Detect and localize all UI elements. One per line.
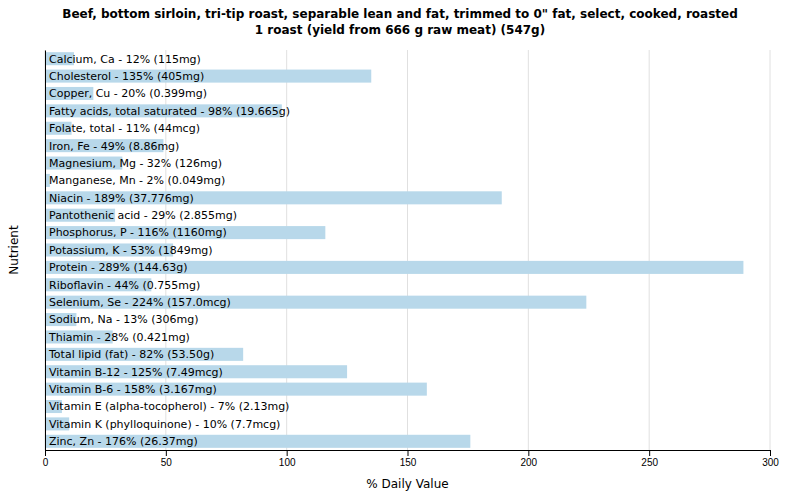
category-label: Vitamin B-6 - 158% (3.167mg): [49, 383, 217, 396]
x-tick: 200: [520, 450, 537, 468]
category-label: Magnesium, Mg - 32% (126mg): [49, 157, 222, 170]
x-tick-label: 200: [520, 457, 537, 468]
grid-line: [649, 50, 650, 450]
y-axis: [45, 51, 46, 451]
y-axis-title: Nutrient: [7, 225, 21, 275]
plot: Calcium, Ca - 12% (115mg) Cholesterol - 1…: [43, 50, 780, 468]
bar: [45, 296, 586, 309]
grid-line: [45, 50, 46, 450]
x-tick-label: 50: [161, 457, 173, 468]
bar: [45, 435, 470, 448]
grid-line: [528, 50, 529, 450]
x-tick: 100: [279, 450, 296, 468]
bars: [45, 52, 743, 448]
x-tick-label: 300: [762, 457, 779, 468]
x-tick-mark: [649, 450, 650, 456]
category-label: Vitamin E (alpha-tocopherol) - 7% (2.13m…: [49, 400, 289, 413]
x-axis: 0 50 100 150 200 250 300: [43, 450, 780, 468]
x-tick-mark: [528, 450, 529, 456]
category-label: Fatty acids, total saturated - 98% (19.6…: [49, 105, 290, 118]
category-label: Copper, Cu - 20% (0.399mg): [49, 87, 207, 100]
category-label: Thiamin - 28% (0.421mg): [48, 331, 190, 344]
category-label: Phosphorus, P - 116% (1160mg): [49, 226, 227, 239]
category-label: Vitamin K (phylloquinone) - 10% (7.7mcg): [49, 418, 280, 431]
bar: [45, 191, 502, 204]
x-tick-mark: [45, 450, 46, 456]
x-tick-mark: [166, 450, 167, 456]
x-tick: 0: [43, 450, 49, 468]
x-tick: 300: [762, 450, 779, 468]
x-axis-title: % Daily Value: [366, 477, 448, 491]
category-label: Niacin - 189% (37.776mg): [49, 192, 194, 205]
x-axis-line: [46, 451, 771, 457]
y-axis-line: [45, 51, 46, 451]
category-label: Riboflavin - 44% (0.755mg): [49, 279, 200, 292]
grid-line: [770, 50, 771, 450]
category-label: Zinc, Zn - 176% (26.37mg): [49, 435, 198, 448]
category-label: Sodium, Na - 13% (306mg): [49, 313, 199, 326]
bar: [45, 70, 371, 83]
x-tick-label: 100: [279, 457, 296, 468]
bar-labels: Calcium, Ca - 12% (115mg) Cholesterol - 1…: [48, 53, 290, 449]
x-tick-mark: [408, 450, 409, 456]
category-label: Folate, total - 11% (44mcg): [49, 122, 200, 135]
x-tick: 250: [641, 450, 658, 468]
category-label: Total lipid (fat) - 82% (53.50g): [48, 348, 214, 361]
category-label: Potassium, K - 53% (1849mg): [49, 244, 213, 257]
x-tick-label: 0: [43, 457, 49, 468]
x-tick-label: 150: [400, 457, 417, 468]
bar: [45, 348, 243, 361]
category-label: Pantothenic acid - 29% (2.855mg): [49, 209, 237, 222]
x-tick-mark: [770, 450, 771, 456]
category-label: Calcium, Ca - 12% (115mg): [49, 53, 201, 66]
category-label: Vitamin B-12 - 125% (7.49mcg): [49, 366, 223, 379]
title: Beef, bottom sirloin, tri-tip roast, sep…: [62, 7, 738, 37]
category-label: Cholesterol - 135% (405mg): [49, 70, 204, 83]
bar: [45, 383, 427, 396]
category-label: Protein - 289% (144.63g): [49, 261, 188, 274]
x-tick: 150: [400, 450, 417, 468]
bar: [45, 365, 347, 378]
x-tick-mark: [287, 450, 288, 456]
x-tick: 50: [161, 450, 173, 468]
category-label: Iron, Fe - 49% (8.86mg): [49, 140, 179, 153]
category-label: Manganese, Mn - 2% (0.049mg): [49, 174, 225, 187]
category-label: Selenium, Se - 224% (157.0mcg): [49, 296, 231, 309]
grid: [45, 50, 770, 450]
bar: [45, 261, 743, 274]
x-tick-label: 250: [641, 457, 658, 468]
chart: Calcium, Ca - 12% (115mg) Cholesterol - 1…: [0, 0, 800, 500]
bar: [45, 226, 325, 239]
